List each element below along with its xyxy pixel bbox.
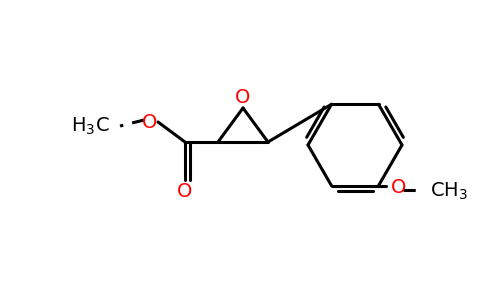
Text: H$_3$C: H$_3$C (71, 115, 110, 137)
Text: O: O (391, 178, 406, 197)
Text: O: O (142, 113, 157, 133)
Text: CH$_3$: CH$_3$ (430, 181, 469, 202)
Text: O: O (177, 182, 193, 201)
Text: O: O (235, 88, 251, 107)
